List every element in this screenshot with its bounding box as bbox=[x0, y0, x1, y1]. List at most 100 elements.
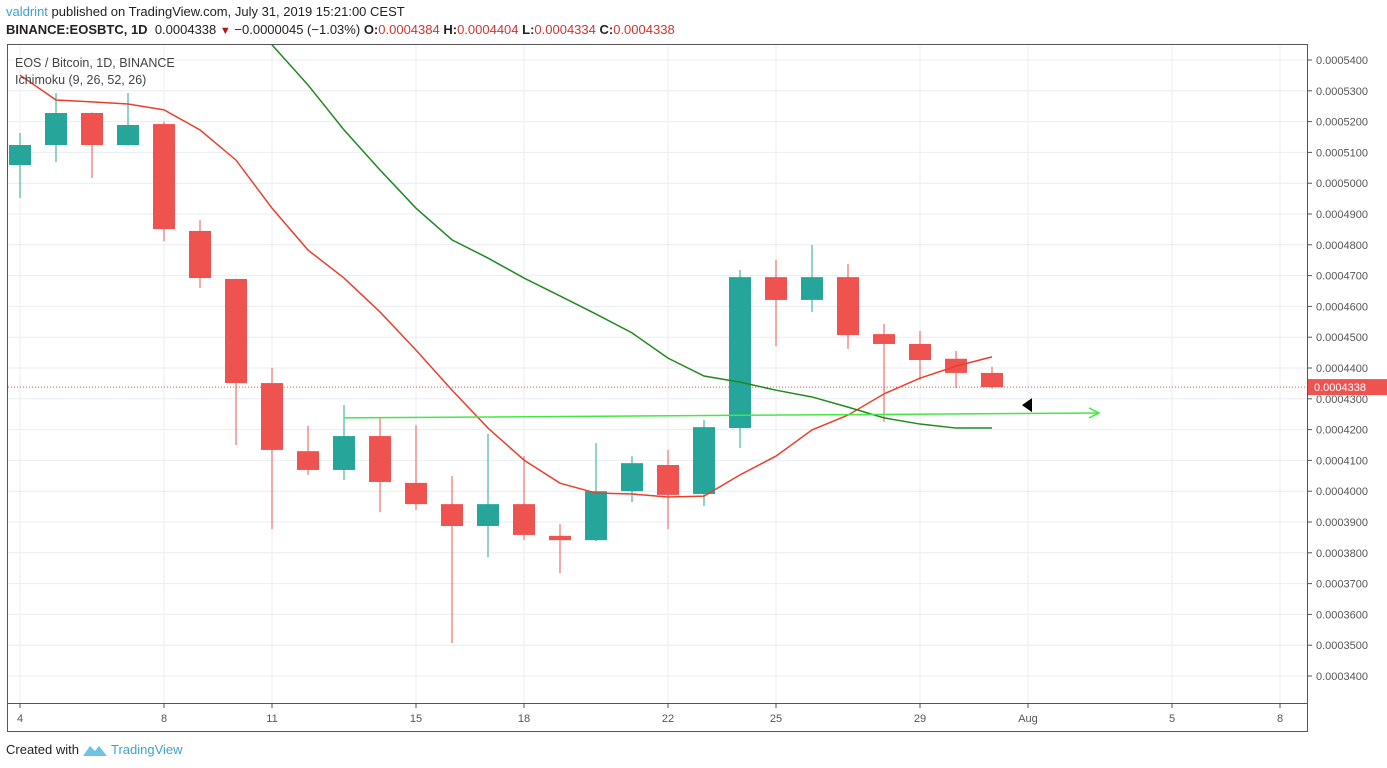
candle bbox=[441, 476, 463, 644]
candle bbox=[729, 270, 751, 449]
current-price-badge bbox=[1308, 379, 1387, 396]
x-tick-label: 29 bbox=[914, 713, 926, 725]
indicator-label[interactable]: Ichimoku (9, 26, 52, 26) bbox=[15, 73, 146, 87]
candle bbox=[765, 259, 787, 347]
author-link[interactable]: valdrint bbox=[6, 4, 48, 19]
candle-body bbox=[297, 451, 319, 470]
x-tick-label: 25 bbox=[770, 713, 782, 725]
y-tick-label: 0.0005300 bbox=[1316, 86, 1368, 98]
triangle-down-icon: ▼ bbox=[219, 25, 231, 37]
high-value: 0.0004404 bbox=[457, 22, 519, 37]
candle-body bbox=[621, 463, 643, 492]
candle-body bbox=[801, 277, 823, 300]
candle bbox=[549, 524, 571, 574]
candle bbox=[693, 420, 715, 506]
x-tick-label: 8 bbox=[161, 713, 167, 725]
candle-body bbox=[657, 465, 679, 495]
candle-body bbox=[45, 112, 67, 146]
price-change: −0.0000045 (−1.03%) bbox=[234, 22, 361, 37]
candle-body bbox=[369, 436, 391, 482]
tradingview-logo-icon bbox=[82, 745, 107, 756]
candle bbox=[513, 456, 535, 541]
candle-body bbox=[9, 145, 31, 166]
candle bbox=[261, 368, 283, 530]
y-tick-label: 0.0003400 bbox=[1316, 671, 1368, 683]
candle-body bbox=[405, 482, 427, 505]
candle-body bbox=[441, 504, 463, 527]
candle bbox=[333, 404, 355, 481]
candle-body bbox=[549, 535, 571, 541]
candle bbox=[837, 263, 859, 349]
y-tick-label: 0.0003700 bbox=[1316, 579, 1368, 591]
candle bbox=[477, 433, 499, 558]
y-tick-label: 0.0004000 bbox=[1316, 486, 1368, 498]
symbol: BINANCE:EOSBTC, 1D bbox=[6, 22, 148, 37]
y-tick-label: 0.0005200 bbox=[1316, 117, 1368, 129]
candle bbox=[225, 278, 247, 445]
candle-body bbox=[153, 124, 175, 230]
candle-body bbox=[333, 436, 355, 470]
chart-frame bbox=[7, 44, 1308, 732]
candle-body bbox=[765, 277, 787, 300]
candle bbox=[405, 424, 427, 510]
candle bbox=[297, 425, 319, 475]
candle bbox=[801, 245, 823, 312]
candle bbox=[873, 323, 895, 422]
candle-body bbox=[225, 278, 247, 384]
candle bbox=[117, 92, 139, 146]
close-label: C: bbox=[599, 22, 614, 37]
y-tick-label: 0.0004600 bbox=[1316, 301, 1368, 313]
y-tick-label: 0.0005000 bbox=[1316, 178, 1368, 190]
low-label: L: bbox=[522, 22, 535, 37]
close-value: 0.0004338 bbox=[613, 22, 675, 37]
candle bbox=[657, 449, 679, 530]
last-price: 0.0004338 bbox=[154, 22, 217, 37]
y-tick-label: 0.0005400 bbox=[1316, 55, 1368, 67]
candle-body bbox=[981, 372, 1003, 388]
created-with: Created with bbox=[6, 742, 79, 757]
candle-body bbox=[189, 230, 211, 279]
y-tick-label: 0.0004700 bbox=[1316, 271, 1368, 283]
candle-body bbox=[873, 334, 895, 344]
candle-body bbox=[729, 277, 751, 429]
publish-info: valdrint published on TradingView.com, J… bbox=[6, 4, 405, 19]
y-tick-label: 0.0004800 bbox=[1316, 240, 1368, 252]
x-tick-label: 8 bbox=[1277, 713, 1283, 725]
triangle-left-icon bbox=[1022, 398, 1032, 413]
x-tick-label: Aug bbox=[1018, 713, 1038, 725]
candle bbox=[585, 443, 607, 542]
chart-title: EOS / Bitcoin, 1D, BINANCE bbox=[15, 56, 175, 70]
tradingview-link[interactable]: TradingView bbox=[110, 742, 183, 757]
y-tick-label: 0.0003600 bbox=[1316, 609, 1368, 621]
low-value: 0.0004334 bbox=[534, 22, 596, 37]
candle bbox=[45, 92, 67, 162]
candle bbox=[909, 331, 931, 381]
y-tick-label: 0.0005100 bbox=[1316, 147, 1368, 159]
y-tick-label: 0.0003900 bbox=[1316, 517, 1368, 529]
candle bbox=[945, 351, 967, 389]
current-price-label: 0.0004338 bbox=[1314, 382, 1366, 394]
x-tick-label: 4 bbox=[17, 713, 23, 725]
arrow-head-icon bbox=[1088, 407, 1101, 419]
candle-body bbox=[513, 504, 535, 535]
candle-body bbox=[261, 383, 283, 450]
x-tick-label: 5 bbox=[1169, 713, 1175, 725]
symbol-info: BINANCE:EOSBTC, 1D 0.0004338 ▼ −0.000004… bbox=[6, 22, 675, 37]
candle bbox=[369, 418, 391, 513]
y-tick-label: 0.0004100 bbox=[1316, 455, 1368, 467]
open-label: O: bbox=[363, 22, 379, 37]
published-text: published on TradingView.com, July 31, 2… bbox=[47, 4, 405, 19]
y-tick-label: 0.0004200 bbox=[1316, 425, 1368, 437]
candle bbox=[189, 220, 211, 288]
x-tick-label: 18 bbox=[518, 713, 530, 725]
y-tick-label: 0.0003800 bbox=[1316, 548, 1368, 560]
candle-body bbox=[585, 491, 607, 541]
x-tick-label: 22 bbox=[662, 713, 674, 725]
conversion-line bbox=[19, 74, 993, 498]
candle-body bbox=[837, 277, 859, 336]
candle bbox=[981, 366, 1003, 389]
footer: Created with TradingView bbox=[6, 742, 183, 757]
x-tick-label: 11 bbox=[266, 713, 277, 725]
candle-body bbox=[117, 124, 139, 146]
